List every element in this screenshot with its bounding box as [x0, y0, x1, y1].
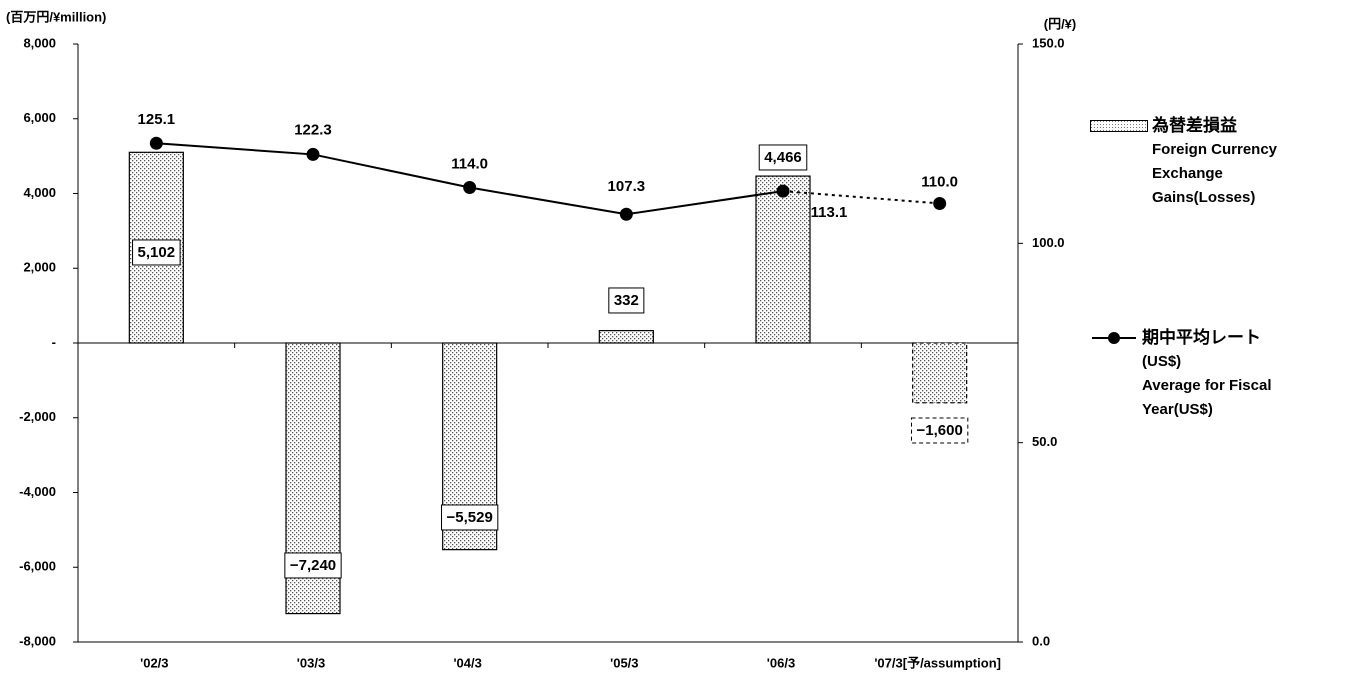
legend-label-en: Average for Fiscal Year(US$): [1142, 377, 1272, 418]
x-tick-label: '05/3: [610, 655, 638, 670]
legend-bar: 為替差損益 Foreign Currency Exchange Gains(Lo…: [1090, 114, 1277, 210]
y-tick-label: 4,000: [23, 185, 56, 200]
line-value-label: 113.1: [811, 204, 848, 221]
x-tick-label: '04/3: [453, 655, 481, 670]
y-tick-label: 8,000: [23, 35, 56, 50]
line-value-label: 122.3: [294, 121, 332, 138]
legend-label-en: Foreign Currency Exchange Gains(Losses): [1152, 141, 1278, 206]
line-point: [149, 136, 163, 150]
line: [156, 142, 784, 216]
y2-tick-label: 150.0: [1032, 35, 1065, 50]
legend-label-unit: (US$): [1142, 353, 1182, 370]
line-point: [306, 147, 320, 161]
legend-line-swatch: [1092, 332, 1136, 344]
line-point: [776, 184, 790, 198]
line-value-label: 107.3: [608, 178, 646, 195]
bar-value-box: [911, 417, 969, 444]
line-value-label: 114.0: [451, 155, 488, 172]
y2-axis-label: (円/¥): [1044, 16, 1077, 31]
x-tick-label: '03/3: [297, 655, 325, 670]
line-point: [463, 181, 477, 195]
bar-value-box: [441, 504, 499, 531]
bar: [912, 342, 968, 404]
bar-value-box: [284, 552, 342, 579]
y-axis-label: (百万円/¥million): [6, 9, 106, 24]
y2-tick-label: 50.0: [1032, 434, 1057, 449]
y-tick-label: -8,000: [19, 633, 56, 648]
y-tick-label: 2,000: [23, 260, 56, 275]
y2-tick-label: 0.0: [1032, 633, 1050, 648]
bar-value-box: [132, 239, 181, 266]
x-tick-label: '06/3: [767, 655, 795, 670]
line-value-label: 110.0: [921, 173, 958, 190]
x-tick-label: '02/3: [140, 655, 168, 670]
legend-line: 期中平均レート (US$) Average for Fiscal Year(US…: [1092, 326, 1312, 422]
line-point: [619, 207, 633, 221]
bar-value-label: −1,600: [917, 422, 963, 439]
y2-tick-label: 100.0: [1032, 235, 1065, 250]
bar: [598, 329, 654, 344]
bar: [755, 175, 811, 344]
x-tick-label: '07/3[予/assumption]: [874, 655, 1001, 670]
line-point: [933, 196, 947, 210]
bar-value-label: 5,102: [138, 244, 176, 261]
bar-value-label: −5,529: [447, 509, 493, 526]
bar-value-label: 332: [614, 292, 639, 309]
bar-value-box: [608, 287, 645, 314]
y-tick-label: -: [52, 334, 56, 349]
legend-label: 為替差損益: [1152, 116, 1237, 135]
bar-value-box: [758, 144, 808, 171]
legend-label: 期中平均レート: [1142, 328, 1261, 347]
bar-value-label: −7,240: [290, 557, 336, 574]
y-tick-label: -2,000: [19, 409, 56, 424]
y-tick-label: -4,000: [19, 484, 56, 499]
y-tick-label: 6,000: [23, 110, 56, 125]
y-tick-label: -6,000: [19, 559, 56, 574]
line-value-label: 125.1: [138, 111, 176, 128]
bar-value-label: 4,466: [764, 149, 802, 166]
legend-swatch: [1090, 120, 1148, 132]
line-dashed: [782, 190, 940, 205]
